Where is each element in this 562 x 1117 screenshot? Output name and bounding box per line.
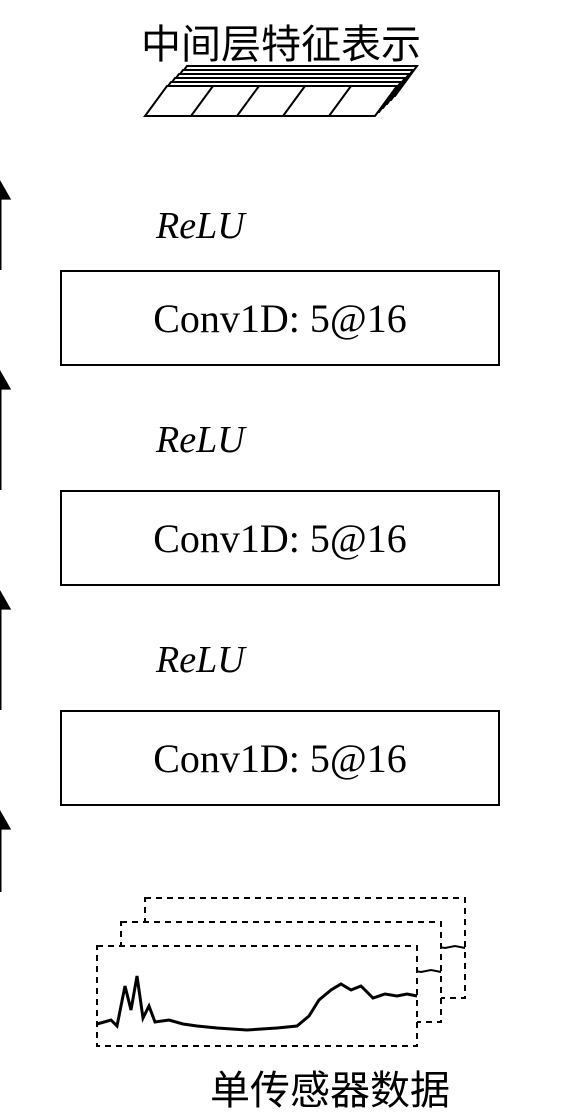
bottom-label-text: 单传感器数据	[210, 1068, 450, 1113]
bottom-label: 单传感器数据	[210, 1058, 450, 1116]
relu-label-0: ReLU	[156, 204, 245, 248]
signal-stack-svg	[95, 896, 467, 1048]
relu-label-2: ReLU	[156, 638, 245, 682]
conv-box-0: Conv1D: 5@16	[60, 270, 500, 366]
conv-box-0-text: Conv1D: 5@16	[153, 295, 407, 342]
conv-box-2: Conv1D: 5@16	[60, 710, 500, 806]
feature-tensor	[143, 64, 419, 134]
top-title: 中间层特征表示	[141, 12, 421, 70]
conv-box-1-text: Conv1D: 5@16	[153, 515, 407, 562]
feature-tensor-svg	[143, 64, 419, 129]
diagram-root: 中间层特征表示 ReLU ReLU ReLU Conv1D: 5@16 Conv…	[0, 0, 562, 1117]
conv-box-2-text: Conv1D: 5@16	[153, 735, 407, 782]
signal-stack	[95, 896, 467, 1053]
relu-label-1: ReLU	[156, 418, 245, 462]
top-title-text: 中间层特征表示	[141, 22, 421, 67]
conv-box-1: Conv1D: 5@16	[60, 490, 500, 586]
